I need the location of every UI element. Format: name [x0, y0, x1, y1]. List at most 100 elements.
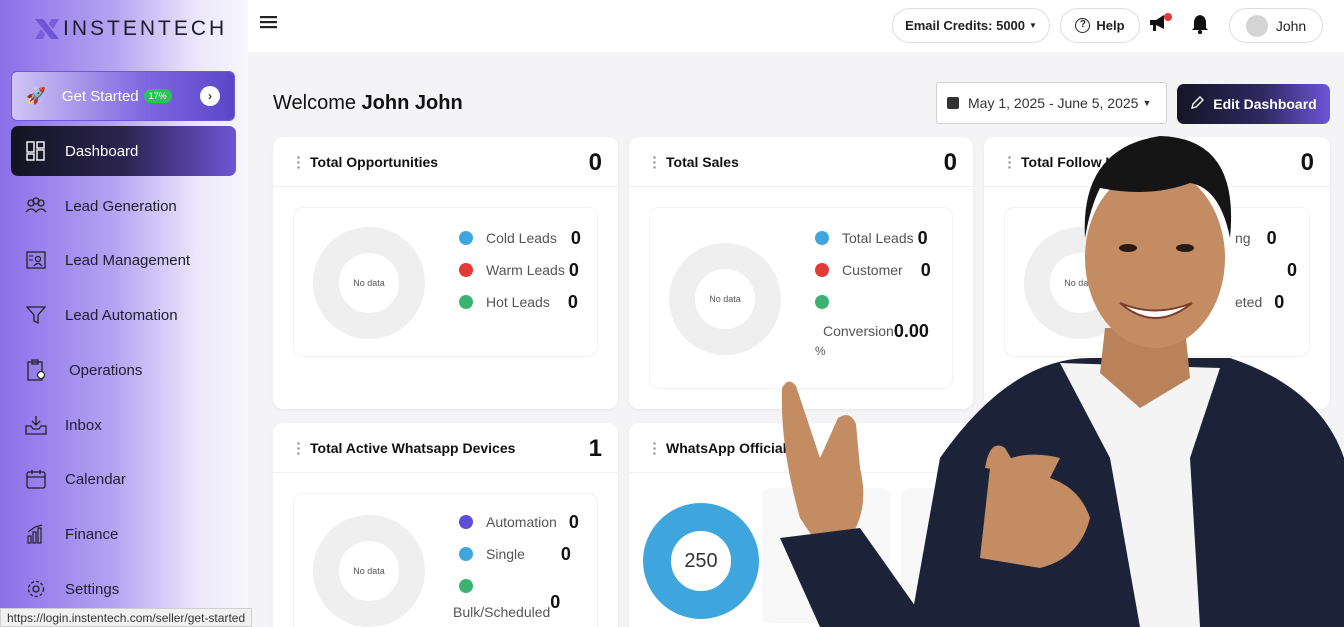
sidebar-item-lead-management[interactable]: Lead Management	[11, 235, 236, 285]
legend-item: eted 0	[1235, 291, 1285, 312]
get-started-label: Get Started	[61, 87, 139, 105]
sidebar-item-label: Inbox	[65, 416, 102, 434]
email-credits-dropdown[interactable]: Email Credits: 5000 ▼	[892, 8, 1050, 43]
user-name: John	[1275, 17, 1307, 34]
legend-item	[459, 570, 579, 602]
no-data-label: No data	[353, 278, 385, 288]
help-button[interactable]: ? Help	[1060, 8, 1140, 43]
donut-chart-250: 250	[643, 503, 759, 619]
top-bar: Email Credits: 5000 ▼ ? Help John	[248, 0, 1344, 52]
id-card-icon	[25, 249, 47, 271]
sidebar-item-inbox[interactable]: Inbox	[11, 400, 236, 450]
pencil-icon	[1190, 95, 1205, 113]
legend: Total Leads 0 Customer 0 Conversion 0.00 %	[815, 222, 931, 358]
card-title: Total Active Whatsapp Devices	[310, 439, 516, 456]
legend-item: Cold Leads 0	[459, 222, 581, 254]
sidebar-item-calendar[interactable]: Calendar	[11, 454, 236, 504]
inbox-icon	[25, 414, 47, 436]
funnel-icon	[25, 304, 47, 326]
legend-item: Hot Leads 0	[459, 286, 581, 318]
sidebar-item-label: Lead Automation	[65, 306, 178, 324]
drag-handle-icon[interactable]	[653, 440, 656, 455]
legend-item: Single 0	[459, 538, 579, 570]
legend-item: 0	[1287, 259, 1298, 280]
whatsapp-devices-card: Total Active Whatsapp Devices 1 No data …	[273, 423, 618, 627]
opportunities-card: Total Opportunities 0 No data Cold Leads…	[273, 137, 618, 409]
caret-down-icon: ▼	[1029, 21, 1037, 30]
progress-badge: 17%	[143, 89, 172, 103]
help-label: Help	[1096, 18, 1125, 33]
no-data-label: No data	[709, 294, 741, 304]
clipboard-icon	[25, 359, 47, 381]
card-title: Total Sales	[666, 153, 739, 170]
user-menu[interactable]: John	[1229, 8, 1323, 43]
bell-icon[interactable]	[1190, 13, 1210, 40]
legend-item: Bulk/Scheduled 0	[453, 591, 561, 621]
legend-item	[815, 286, 931, 318]
card-body: No data Total Leads 0 Customer 0 Conversio…	[649, 207, 953, 389]
question-icon: ?	[1075, 18, 1091, 33]
card-count: 0	[588, 149, 602, 176]
donut-value: 250	[684, 549, 718, 572]
calendar-icon	[947, 97, 959, 109]
unit-label: %	[815, 344, 826, 358]
drag-handle-icon[interactable]	[297, 440, 300, 455]
sidebar-item-finance[interactable]: Finance	[11, 509, 236, 559]
card-title: WhatsApp Official	[666, 439, 787, 456]
sidebar-item-lead-generation[interactable]: Lead Generation	[11, 181, 236, 231]
brand-logo[interactable]: INSTENTECH	[33, 15, 227, 43]
card-title: Total Opportunities	[310, 153, 439, 170]
card-count: 0	[943, 149, 957, 176]
edit-dashboard-label: Edit Dashboard	[1213, 96, 1317, 112]
sidebar-item-label: Lead Generation	[65, 197, 177, 215]
people-icon	[25, 195, 47, 217]
no-data-label: No data	[1064, 278, 1096, 288]
hamburger-menu-icon[interactable]	[260, 14, 278, 35]
sidebar-item-label: Finance	[65, 525, 119, 543]
legend: Automation 0 Single 0 Bulk/Scheduled 0	[453, 506, 579, 622]
sidebar-item-label: Operations	[69, 361, 143, 379]
legend-item: Conversion 0.00	[823, 320, 929, 341]
welcome-name: John John	[361, 92, 463, 114]
drag-handle-icon[interactable]	[1008, 154, 1011, 169]
brand-name: INSTENTECH	[63, 17, 228, 40]
get-started-button[interactable]: 🚀 Get Started 17% ›	[11, 71, 235, 121]
caret-down-icon: ▼	[1142, 98, 1152, 108]
legend: Cold Leads 0 Warm Leads 0 Hot Leads 0	[459, 222, 581, 318]
sidebar-item-label: Dashboard	[65, 142, 139, 160]
sidebar-item-label: Calendar	[65, 470, 126, 488]
legend-item: Customer 0	[815, 254, 931, 286]
sidebar: INSTENTECH 🚀 Get Started 17% › Dashboard…	[0, 0, 248, 627]
date-range-label: May 1, 2025 - June 5, 2025	[968, 95, 1139, 111]
gear-icon	[25, 578, 47, 600]
legend-item: ng 0	[1235, 227, 1277, 248]
calendar-icon	[25, 468, 47, 490]
email-credits-label: Email Credits: 5000	[905, 18, 1026, 33]
page-title: Welcome John John	[273, 92, 463, 115]
promo-person-image	[780, 136, 1344, 627]
sidebar-item-operations[interactable]: Operations	[11, 345, 236, 395]
card-count: 0	[1300, 149, 1314, 176]
date-range-picker[interactable]: May 1, 2025 - June 5, 2025 ▼	[936, 82, 1167, 124]
sidebar-item-lead-automation[interactable]: Lead Automation	[11, 290, 236, 340]
legend-item: Automation 0	[459, 506, 579, 538]
dashboard-icon	[25, 140, 47, 162]
avatar	[1245, 14, 1268, 37]
legend-item: Total Leads 0	[815, 222, 931, 254]
card-body: No data Automation 0 Single 0 Bulk/Schedul…	[293, 493, 598, 627]
edit-dashboard-button[interactable]: Edit Dashboard	[1177, 84, 1330, 124]
sidebar-item-settings[interactable]: Settings	[11, 564, 236, 614]
sidebar-item-dashboard[interactable]: Dashboard	[11, 126, 236, 176]
legend-item: Warm Leads 0	[459, 254, 581, 286]
drag-handle-icon[interactable]	[653, 154, 656, 169]
rocket-icon: 🚀	[26, 88, 46, 105]
welcome-prefix: Welcome	[273, 92, 356, 114]
no-data-label: No data	[353, 566, 385, 576]
sales-card: Total Sales 0 No data Total Leads 0 Custo…	[629, 137, 973, 409]
status-url: https://login.instentech.com/seller/get-…	[0, 608, 253, 627]
drag-handle-icon[interactable]	[297, 154, 300, 169]
sidebar-item-label: Lead Management	[65, 251, 191, 269]
chevron-right-icon[interactable]: ›	[200, 86, 220, 106]
card-body: No data Cold Leads 0 Warm Leads 0 Hot Lead…	[293, 207, 598, 357]
megaphone-icon[interactable]	[1148, 12, 1172, 39]
